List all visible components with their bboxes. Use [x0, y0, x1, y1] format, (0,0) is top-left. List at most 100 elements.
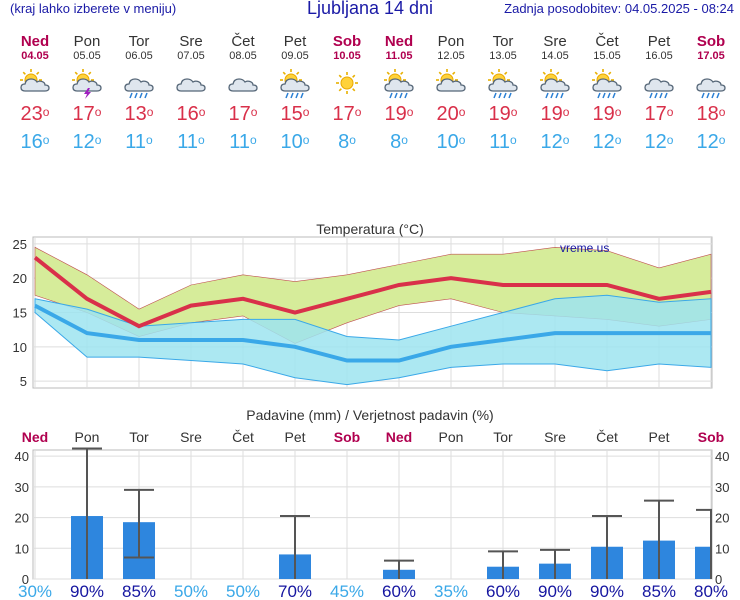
min-temperature: 8o [390, 131, 408, 153]
min-temperature: 12o [644, 131, 674, 153]
y-tick-label-left: 40 [15, 449, 29, 464]
precip-probability: 50% [174, 582, 208, 600]
precipitation-probability-labels: 30% 90% 85% 50% 50% 70% 45% 60% 35% 60% 90% 90% 85% 8… [18, 582, 728, 600]
temperature-chart: Temperatura (°C) vreme.us 5 10 15 20 25 [13, 221, 713, 389]
precip-probability: 85% [642, 582, 676, 600]
day-column: Pon 12.05 20o 10o [425, 34, 477, 153]
day-column: Sre 07.05 16o 11o [165, 34, 217, 153]
precipitation-chart-title: Padavine (mm) / Verjetnost padavin (%) [246, 407, 493, 423]
y-tick-label-right: 40 [715, 449, 729, 464]
cloud-rain-icon [696, 78, 726, 99]
precip-day-label: Sob [334, 429, 360, 445]
precip-day-label: Ned [386, 429, 412, 445]
max-temperature: 15o [280, 103, 310, 125]
min-temperature: 11o [229, 131, 257, 153]
precipitation-day-labels: Ned Pon Tor Sre Čet Pet Sob Ned Pon Tor Sre Čet Pet S… [22, 429, 724, 445]
y-tick-label-right: 0 [715, 572, 722, 587]
day-column: Tor 06.05 13o 11o [113, 34, 165, 153]
day-date: 05.05 [73, 50, 101, 62]
precip-day-label: Sre [544, 429, 566, 445]
min-temperature: 10o [436, 131, 466, 153]
day-name: Čet [595, 33, 619, 50]
max-temperature: 17o [72, 103, 102, 125]
max-temperature: 16o [176, 103, 206, 125]
day-date: 08.05 [229, 50, 257, 62]
day-name: Sob [332, 33, 362, 50]
day-column: Čet 15.05 19o 12o [581, 34, 633, 153]
precip-bar [695, 546, 712, 579]
y-tick-label-left: 0 [22, 572, 29, 587]
y-tick-label: 20 [13, 271, 27, 286]
day-date: 17.05 [697, 50, 725, 62]
max-temperature: 19o [540, 103, 570, 125]
day-column: Ned 04.05 23o 16o [9, 34, 61, 153]
y-tick-label: 5 [20, 374, 27, 389]
day-name: Ned [384, 33, 414, 50]
min-temperature: 11o [125, 131, 153, 153]
day-date: 11.05 [385, 50, 413, 62]
day-column: Sob 10.05 17o 8o [321, 33, 373, 154]
min-temperature: 10o [280, 131, 310, 153]
precip-probability: 85% [122, 582, 156, 600]
precip-day-label: Pon [439, 429, 464, 445]
sun-cloud-icon [20, 69, 50, 92]
watermark: vreme.us [560, 241, 609, 255]
precipitation-bars [71, 447, 712, 579]
day-name: Pon [437, 33, 465, 50]
day-name: Tor [492, 33, 514, 50]
precip-probability: 30% [18, 582, 52, 600]
temperature-axis: 5 10 15 20 25 [13, 237, 27, 389]
max-temperature: 20o [436, 103, 466, 125]
sun-rain-icon [384, 69, 414, 99]
sun-lightning-icon [72, 69, 102, 99]
sun-icon [336, 72, 358, 94]
precip-day-label: Pet [648, 429, 669, 445]
max-temperature-line [33, 256, 712, 329]
precip-day-label: Tor [493, 429, 513, 445]
menu-hint[interactable]: (kraj lahko izberete v meniju) [10, 1, 177, 16]
day-name: Ned [20, 33, 50, 50]
day-column: Pon 05.05 17o 12o [61, 34, 113, 153]
precip-probability: 90% [70, 582, 104, 600]
precip-day-label: Ned [22, 429, 48, 445]
max-temperature: 19o [384, 103, 414, 125]
sun-rain-icon [488, 69, 518, 99]
max-temperature: 23o [20, 103, 50, 125]
day-name: Sre [543, 33, 567, 50]
precip-probability: 90% [538, 582, 572, 600]
min-temperature: 12o [592, 131, 622, 153]
page-title: Ljubljana 14 dni [306, 0, 434, 18]
day-date: 12.05 [437, 50, 465, 62]
y-tick-label-left: 20 [15, 511, 29, 526]
day-name: Tor [128, 33, 150, 50]
day-column: Pet 09.05 15o 10o [269, 34, 321, 153]
day-column: Čet 08.05 17o 11o [217, 34, 269, 153]
cloud-rain-icon [124, 78, 154, 99]
cloud-icon [228, 78, 258, 92]
day-date: 15.05 [593, 50, 621, 62]
day-name: Sob [696, 33, 726, 50]
day-name: Pet [647, 33, 671, 50]
min-temperature: 16o [20, 131, 50, 153]
precip-probability: 90% [590, 582, 624, 600]
day-name: Pon [73, 33, 101, 50]
day-date: 14.05 [541, 50, 569, 62]
day-column: Sob 17.05 18o 12o [685, 34, 737, 153]
max-temperature: 17o [644, 103, 674, 125]
max-temperature: 19o [488, 103, 518, 125]
precipitation-axis: 0 0 10 10 20 20 30 30 40 40 [15, 449, 730, 587]
max-temperature: 18o [696, 103, 726, 125]
temperature-bands [34, 246, 712, 386]
precip-probability: 70% [278, 582, 312, 600]
precip-day-label: Pon [75, 429, 100, 445]
y-tick-label-right: 20 [715, 511, 729, 526]
max-temperature: 17o [228, 103, 258, 125]
precip-probability: 45% [330, 582, 364, 600]
day-date: 16.05 [645, 50, 673, 62]
y-tick-label-right: 30 [715, 480, 729, 495]
day-date: 04.05 [21, 50, 49, 62]
day-column: Pet 16.05 17o 12o [633, 34, 685, 153]
day-name: Sre [179, 33, 203, 50]
day-name: Čet [231, 33, 255, 50]
day-date: 09.05 [281, 50, 309, 62]
